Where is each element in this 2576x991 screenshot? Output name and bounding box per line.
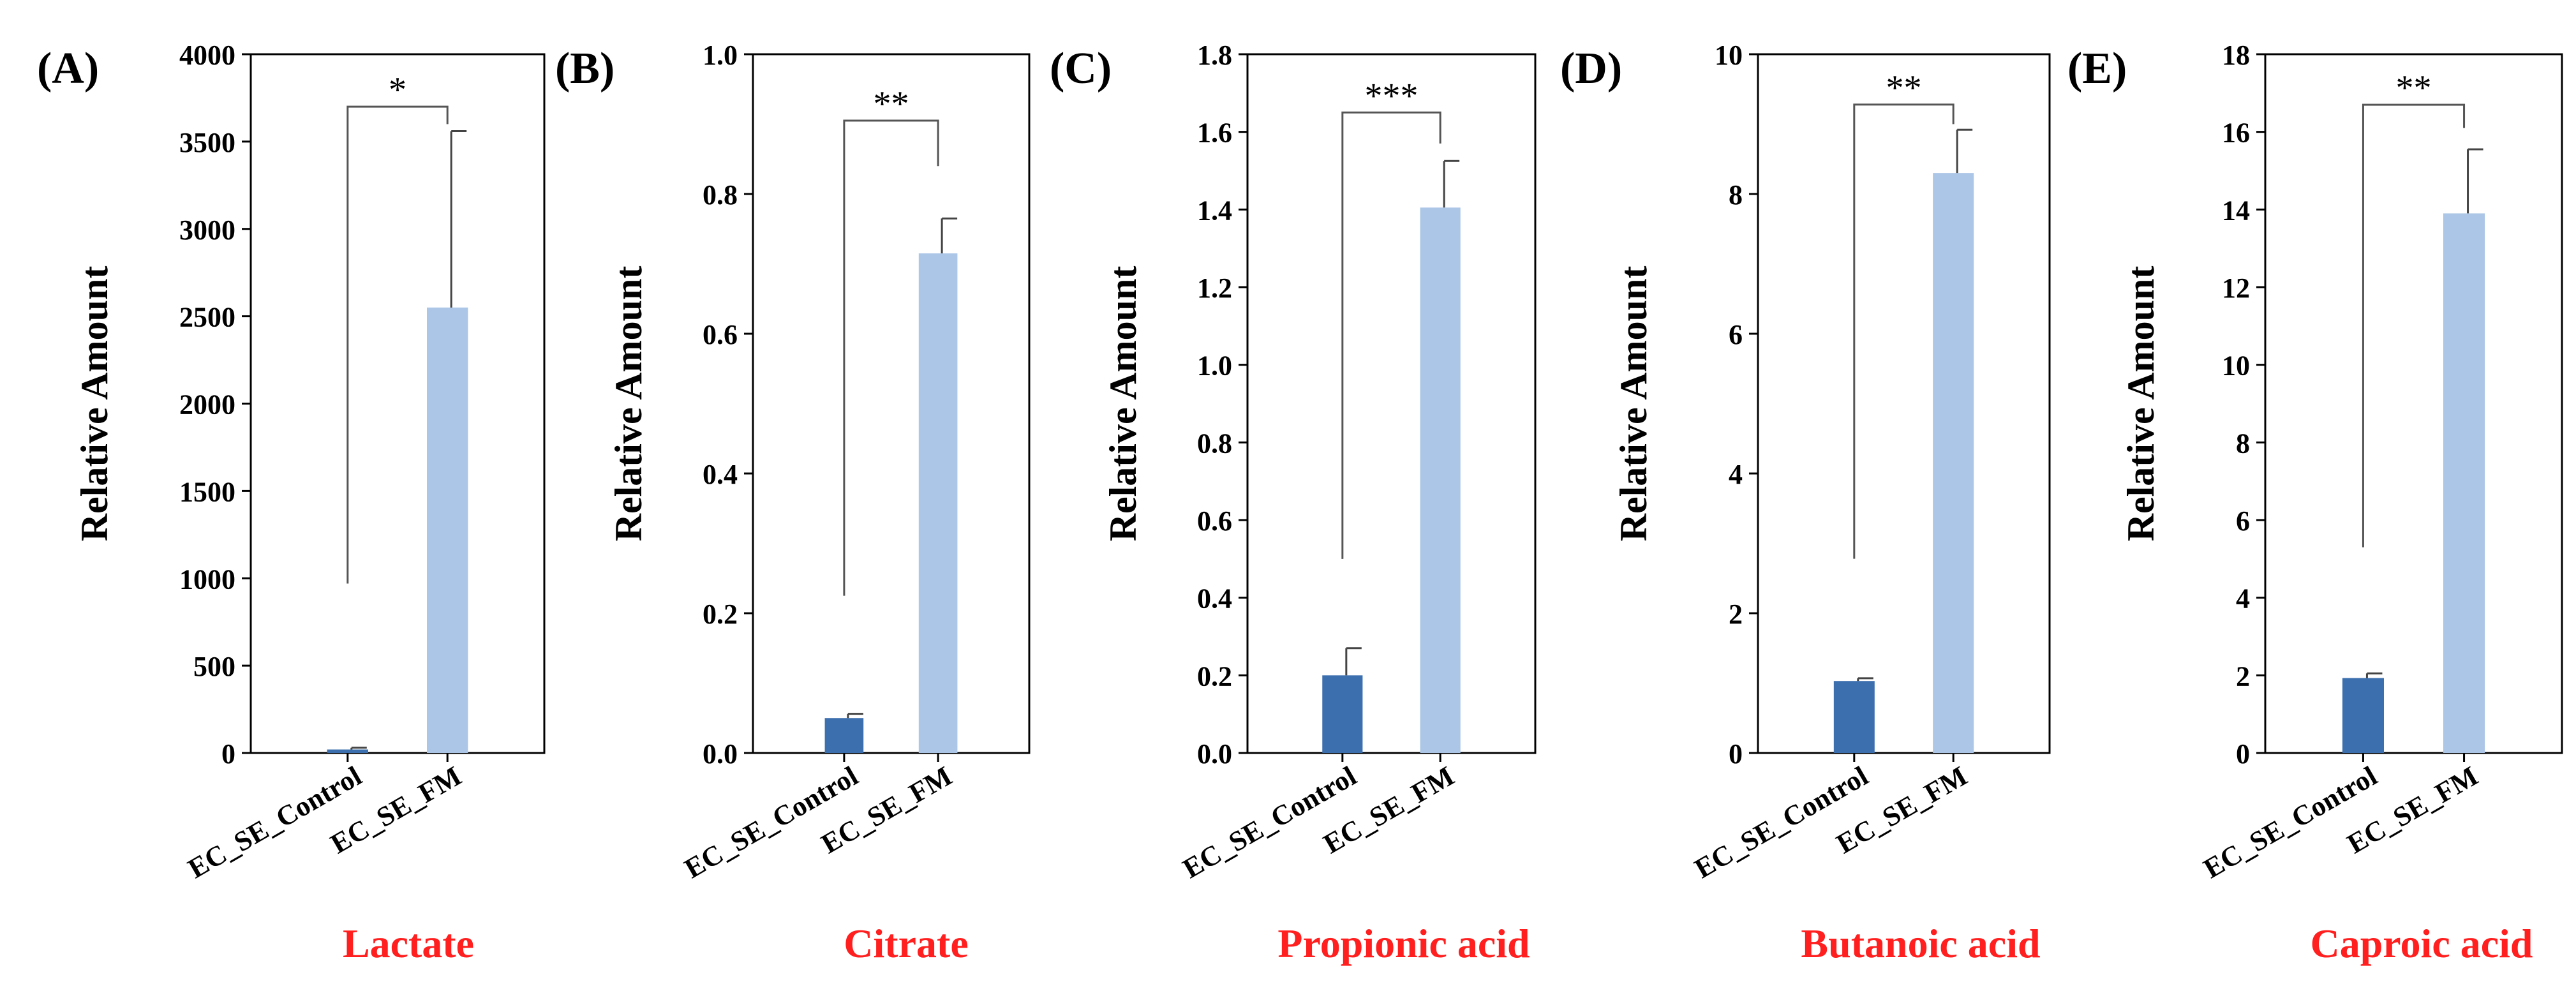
panel-c: 0.0 0.2 0.4 0.6 0.8 1.0 1.2 1.4 1.6 1.8 Relative A… xyxy=(1050,40,1537,966)
y-tick-label: 18 xyxy=(2222,40,2250,71)
significance-bracket xyxy=(1853,103,1954,559)
metabolite-label: Propionic acid xyxy=(1277,921,1530,966)
y-tick-label: 2 xyxy=(1729,599,1743,630)
significance-bracket xyxy=(1341,111,1441,559)
bar-fm xyxy=(2443,213,2485,754)
y-axis-label: Relative Amount xyxy=(1612,266,1655,542)
y-tick-label: 1500 xyxy=(179,476,235,507)
metabolite-label: Citrate xyxy=(844,921,968,966)
significance-bracket xyxy=(346,105,449,584)
y-tick-label: 2 xyxy=(2236,660,2250,692)
axes-frame xyxy=(1246,53,1537,754)
y-tick-label: 3500 xyxy=(179,127,235,158)
metabolite-label: Butanoic acid xyxy=(1801,921,2040,966)
y-tick-label: 0.0 xyxy=(1197,738,1232,770)
y-tick-label: 500 xyxy=(193,651,235,682)
axes-frame xyxy=(249,53,546,754)
bar-control xyxy=(327,749,368,753)
significance-marker: ** xyxy=(2396,68,2432,108)
y-tick-label: 1.0 xyxy=(1197,350,1232,382)
y-tick-label: 1.4 xyxy=(1197,195,1232,226)
panel-label: (C) xyxy=(1050,44,1112,93)
y-tick-label: 4 xyxy=(1729,459,1743,490)
y-tick-label: 0.2 xyxy=(703,599,738,630)
y-tick-label: 0.2 xyxy=(1197,660,1232,692)
bar-fm xyxy=(427,307,468,753)
x-tick-label: EC_SE_Control xyxy=(1177,760,1361,884)
y-tick-label: 0.8 xyxy=(1197,428,1232,459)
x-tick-label: EC_SE_Control xyxy=(2198,760,2382,884)
significance-bracket xyxy=(843,119,939,596)
significance-bracket xyxy=(2362,103,2466,548)
panel-label: (D) xyxy=(1560,44,1622,93)
y-tick-label: 0 xyxy=(2236,738,2250,770)
metabolite-label: Lactate xyxy=(343,921,474,966)
y-tick-label: 10 xyxy=(1715,40,1743,71)
y-tick-label: 10 xyxy=(2222,350,2250,382)
y-axis-label: Relative Amount xyxy=(73,266,115,542)
y-tick-label: 1.0 xyxy=(703,40,738,71)
y-tick-label: 8 xyxy=(2236,428,2250,459)
y-tick-label: 1.6 xyxy=(1197,117,1232,149)
y-tick-label: 0 xyxy=(1729,738,1743,770)
y-tick-label: 16 xyxy=(2222,117,2250,149)
bar-fm xyxy=(918,253,958,753)
y-tick-label: 12 xyxy=(2222,272,2250,304)
significance-marker: ** xyxy=(874,84,909,124)
significance-marker: *** xyxy=(1365,76,1418,115)
y-tick-label: 0.6 xyxy=(703,319,738,350)
y-tick-label: 0.4 xyxy=(703,459,738,490)
x-tick-label: EC_SE_Control xyxy=(182,760,366,884)
panel-label: (B) xyxy=(555,44,614,93)
y-tick-label: 0.0 xyxy=(703,738,738,770)
bar-control xyxy=(2342,678,2384,753)
y-axis-label: Relative Amount xyxy=(2120,266,2162,542)
y-tick-label: 1000 xyxy=(179,563,235,595)
y-tick-label: 0.8 xyxy=(703,179,738,211)
y-tick-label: 8 xyxy=(1729,179,1743,211)
y-tick-label: 1.2 xyxy=(1197,272,1232,304)
bar-control xyxy=(1322,675,1363,753)
y-tick-label: 2000 xyxy=(179,389,235,421)
y-tick-label: 1.8 xyxy=(1197,40,1232,71)
y-tick-label: 6 xyxy=(1729,319,1743,350)
significance-marker: ** xyxy=(1886,68,1922,108)
metabolite-label: Caproic acid xyxy=(2310,921,2533,966)
bar-fm xyxy=(1420,207,1461,754)
y-tick-label: 2500 xyxy=(179,302,235,333)
panel-e: 0 2 4 6 8 10 12 14 16 18 Relative Amount (E) EC_SE_C… xyxy=(2067,40,2563,966)
axes-frame xyxy=(1757,53,2051,754)
y-axis-label: Relative Amount xyxy=(607,266,650,542)
y-tick-label: 14 xyxy=(2222,195,2250,226)
bar-control xyxy=(824,718,864,753)
axes-frame xyxy=(2264,53,2563,754)
bar-control xyxy=(1833,681,1875,753)
panel-label: (A) xyxy=(37,44,99,93)
y-tick-label: 4000 xyxy=(179,40,235,71)
panel-a: 0 500 1000 1500 2000 2500 3000 3500 4000 Relative… xyxy=(37,40,546,966)
y-tick-label: 3000 xyxy=(179,214,235,246)
axes-frame xyxy=(752,53,1031,754)
y-tick-label: 0.4 xyxy=(1197,583,1232,615)
bar-fm xyxy=(1933,173,1974,753)
y-tick-label: 0 xyxy=(221,738,235,770)
significance-marker: * xyxy=(389,70,406,110)
y-tick-label: 0.6 xyxy=(1197,505,1232,537)
y-tick-label: 6 xyxy=(2236,505,2250,537)
panel-label: (E) xyxy=(2067,44,2127,93)
x-tick-label: EC_SE_Control xyxy=(1689,760,1873,884)
y-axis-label: Relative Amount xyxy=(1102,266,1144,542)
y-tick-label: 4 xyxy=(2236,583,2250,615)
